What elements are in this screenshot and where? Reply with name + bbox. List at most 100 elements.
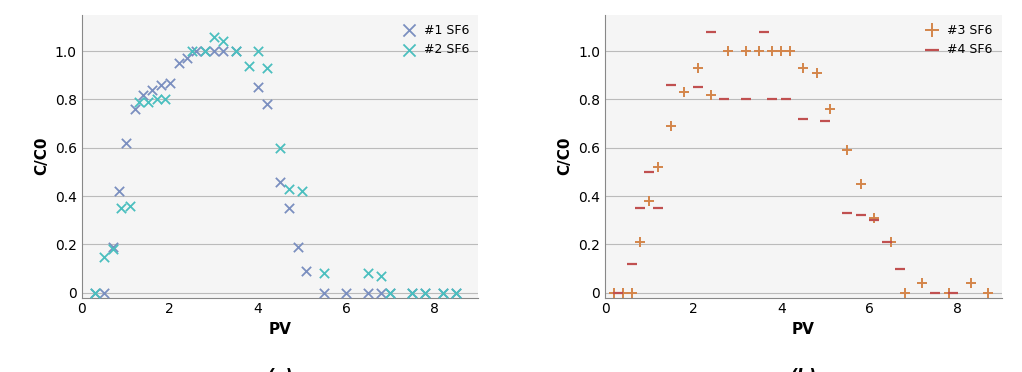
#1 SF6 — [111, 188, 128, 194]
#3 SF6 — [663, 123, 680, 129]
#1 SF6 — [161, 80, 178, 86]
#2 SF6 — [157, 96, 174, 102]
#3 SF6 — [764, 48, 781, 54]
#2 SF6 — [259, 65, 275, 71]
#3 SF6 — [677, 89, 693, 95]
#3 SF6 — [914, 280, 930, 286]
#3 SF6 — [721, 48, 737, 54]
#3 SF6 — [940, 290, 957, 296]
#3 SF6 — [650, 164, 666, 170]
#4 SF6 — [690, 84, 706, 90]
#2 SF6 — [87, 290, 103, 296]
#4 SF6 — [839, 210, 855, 216]
#3 SF6 — [963, 280, 979, 286]
#2 SF6 — [272, 145, 288, 151]
#4 SF6 — [623, 261, 640, 267]
#3 SF6 — [690, 65, 706, 71]
#1 SF6 — [197, 48, 214, 54]
#1 SF6 — [404, 290, 420, 296]
#1 SF6 — [215, 48, 231, 54]
#4 SF6 — [663, 82, 680, 88]
#1 SF6 — [272, 179, 288, 185]
#4 SF6 — [610, 290, 626, 296]
#2 SF6 — [140, 99, 156, 105]
#3 SF6 — [839, 147, 855, 153]
#1 SF6 — [188, 48, 204, 54]
#2 SF6 — [113, 205, 130, 211]
#3 SF6 — [606, 290, 622, 296]
Text: (b): (b) — [790, 368, 817, 372]
#3 SF6 — [883, 239, 899, 245]
#4 SF6 — [866, 217, 882, 223]
#3 SF6 — [614, 290, 631, 296]
#2 SF6 — [249, 48, 266, 54]
#4 SF6 — [633, 205, 649, 211]
#1 SF6 — [448, 290, 464, 296]
Text: (a): (a) — [267, 368, 293, 372]
#2 SF6 — [241, 62, 258, 68]
#3 SF6 — [795, 65, 811, 71]
#1 SF6 — [205, 48, 222, 54]
#4 SF6 — [715, 96, 732, 102]
#2 SF6 — [96, 254, 112, 260]
#3 SF6 — [751, 48, 768, 54]
#3 SF6 — [822, 106, 838, 112]
#1 SF6 — [179, 55, 195, 61]
#2 SF6 — [360, 270, 376, 276]
#1 SF6 — [104, 244, 121, 250]
Y-axis label: C/C0: C/C0 — [35, 137, 49, 176]
Legend: #3 SF6, #4 SF6: #3 SF6, #4 SF6 — [918, 21, 995, 58]
#2 SF6 — [205, 33, 222, 39]
#1 SF6 — [298, 268, 315, 274]
#3 SF6 — [866, 215, 882, 221]
#4 SF6 — [945, 290, 962, 296]
#3 SF6 — [738, 48, 754, 54]
#1 SF6 — [118, 140, 134, 146]
#1 SF6 — [338, 290, 355, 296]
#1 SF6 — [249, 84, 266, 90]
#4 SF6 — [764, 96, 781, 102]
#2 SF6 — [131, 99, 147, 105]
#1 SF6 — [171, 60, 187, 66]
#2 SF6 — [184, 48, 200, 54]
#2 SF6 — [228, 48, 244, 54]
#4 SF6 — [650, 205, 666, 211]
#1 SF6 — [289, 244, 306, 250]
#3 SF6 — [633, 239, 649, 245]
#1 SF6 — [153, 82, 170, 88]
#1 SF6 — [87, 290, 103, 296]
#1 SF6 — [259, 101, 275, 107]
#3 SF6 — [773, 48, 789, 54]
#1 SF6 — [316, 290, 332, 296]
#1 SF6 — [281, 205, 297, 211]
#1 SF6 — [228, 48, 244, 54]
#2 SF6 — [148, 96, 165, 102]
#4 SF6 — [641, 169, 657, 175]
#2 SF6 — [417, 290, 433, 296]
#3 SF6 — [896, 290, 913, 296]
#3 SF6 — [980, 290, 996, 296]
Legend: #1 SF6, #2 SF6: #1 SF6, #2 SF6 — [394, 21, 472, 58]
#2 SF6 — [294, 188, 311, 194]
#3 SF6 — [623, 290, 640, 296]
#2 SF6 — [215, 38, 231, 44]
#1 SF6 — [144, 87, 160, 93]
#3 SF6 — [641, 198, 657, 204]
#4 SF6 — [927, 290, 943, 296]
#4 SF6 — [879, 239, 895, 245]
#1 SF6 — [434, 290, 451, 296]
#4 SF6 — [755, 29, 772, 35]
#4 SF6 — [738, 96, 754, 102]
#4 SF6 — [703, 29, 719, 35]
#1 SF6 — [135, 92, 151, 97]
#3 SF6 — [852, 181, 869, 187]
#2 SF6 — [316, 270, 332, 276]
#2 SF6 — [448, 290, 464, 296]
#4 SF6 — [778, 96, 794, 102]
#2 SF6 — [197, 48, 214, 54]
#4 SF6 — [818, 118, 834, 124]
#4 SF6 — [795, 116, 811, 122]
#2 SF6 — [281, 186, 297, 192]
#2 SF6 — [122, 203, 138, 209]
#1 SF6 — [96, 290, 112, 296]
